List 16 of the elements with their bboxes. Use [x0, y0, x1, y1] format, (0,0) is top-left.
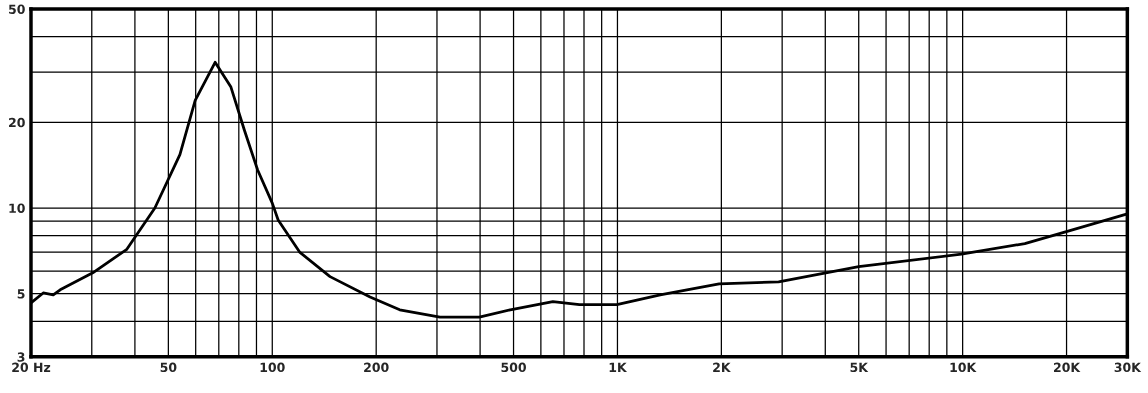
x-tick-label: 50 — [160, 362, 177, 373]
x-tick-label: 20 Hz — [12, 362, 51, 373]
x-tick-label: 10K — [950, 362, 977, 373]
y-tick-label: 50 — [9, 4, 25, 14]
y-tick-label: 10 — [9, 203, 25, 213]
x-tick-label: 30K — [1114, 362, 1142, 373]
x-tick-label: 100 — [260, 362, 285, 373]
x-tick-label: 5K — [850, 362, 869, 373]
x-tick-label: 2K — [713, 362, 731, 372]
y-tick-label: 3 — [17, 352, 25, 362]
x-tick-label: 20K — [1054, 362, 1081, 373]
x-tick-label: 1K — [609, 362, 628, 372]
y-tick-label: 20 — [9, 117, 25, 128]
x-tick-label: 200 — [364, 362, 389, 373]
x-tick-label: 500 — [501, 362, 526, 373]
y-tick-label: 5 — [17, 289, 25, 299]
